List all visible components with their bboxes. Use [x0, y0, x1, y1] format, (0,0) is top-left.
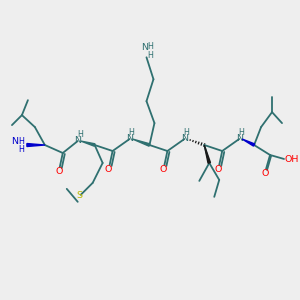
- Text: H: H: [18, 146, 24, 154]
- Text: N: N: [181, 134, 188, 142]
- Polygon shape: [27, 143, 45, 146]
- Text: N: N: [11, 136, 18, 146]
- Text: H: H: [238, 128, 244, 136]
- Text: H: H: [148, 51, 153, 60]
- Text: OH: OH: [285, 155, 299, 164]
- Text: O: O: [55, 167, 62, 176]
- Polygon shape: [204, 145, 211, 163]
- Text: H: H: [148, 42, 153, 51]
- Text: H: H: [18, 136, 24, 146]
- Text: S: S: [77, 191, 83, 200]
- Text: O: O: [105, 165, 112, 174]
- Text: O: O: [160, 165, 167, 174]
- Text: N: N: [74, 136, 81, 145]
- Text: H: H: [183, 128, 189, 136]
- Polygon shape: [242, 139, 255, 146]
- Text: N: N: [126, 134, 133, 142]
- Text: O: O: [214, 165, 222, 174]
- Text: O: O: [261, 169, 269, 178]
- Text: N: N: [236, 134, 243, 142]
- Polygon shape: [133, 139, 150, 146]
- Text: H: H: [129, 128, 134, 136]
- Text: N: N: [141, 43, 148, 52]
- Polygon shape: [81, 141, 95, 146]
- Text: H: H: [77, 130, 83, 139]
